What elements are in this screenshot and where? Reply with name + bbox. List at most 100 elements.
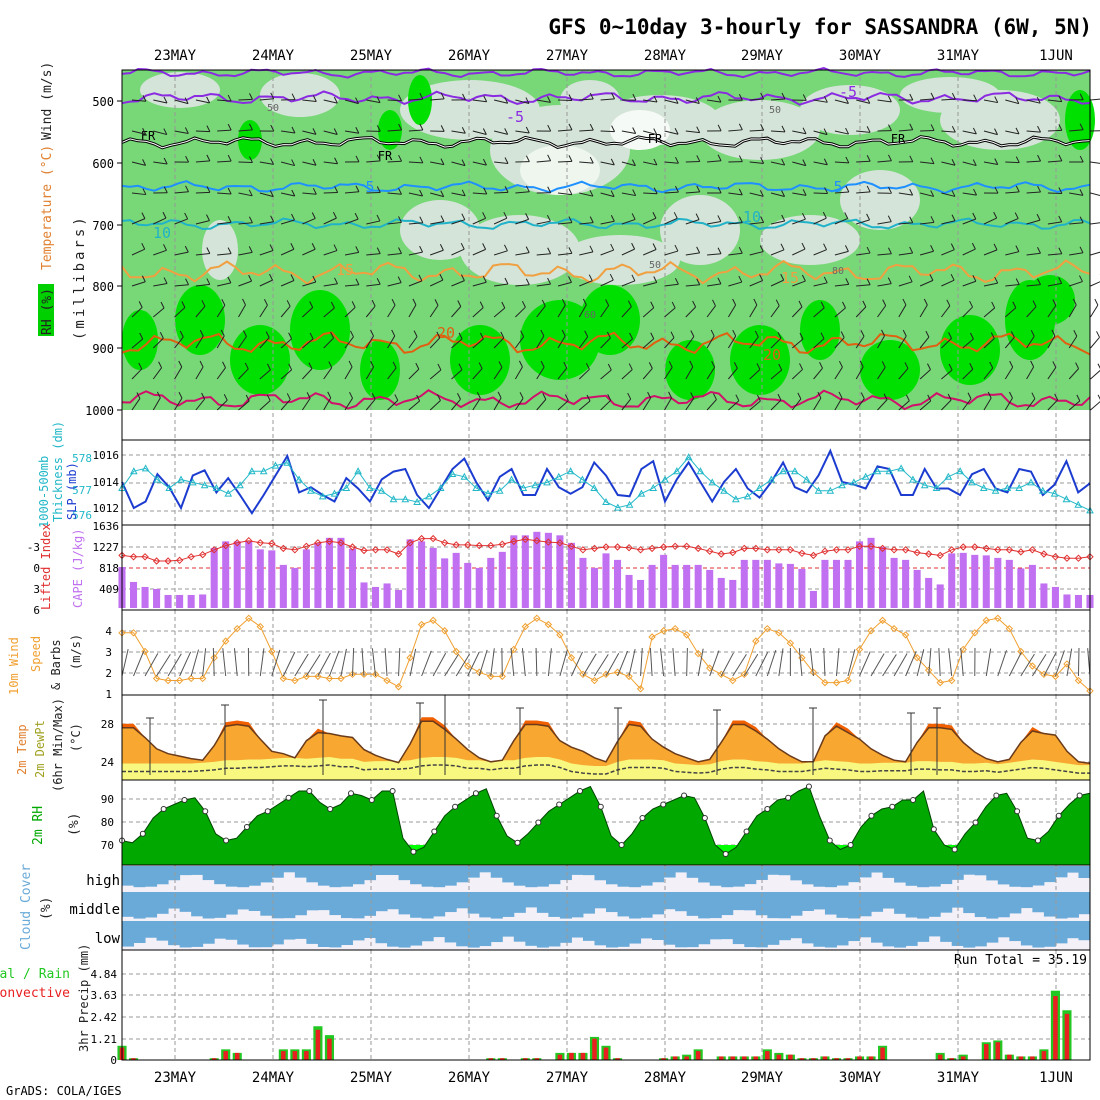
wind-barb-flag [227, 94, 232, 102]
wind-barb [131, 248, 145, 256]
wind-barb [983, 307, 995, 318]
contour-15 [121, 259, 1091, 286]
wind-barb-flag [419, 123, 424, 131]
slp-tick: 1016 [93, 449, 120, 462]
cloud-bar [848, 866, 861, 883]
wind-barb [174, 366, 183, 380]
cloud-bar [640, 866, 653, 886]
wind-barb [621, 218, 636, 225]
cloud-bar [317, 921, 330, 948]
cloud-bar [433, 866, 446, 888]
li-point [256, 539, 264, 547]
wind-barb-flag [627, 300, 632, 307]
wind-barb [259, 304, 268, 318]
wind-barb-flag [184, 245, 189, 253]
wind-barb-flag [589, 123, 594, 131]
cloud-bar [225, 921, 238, 940]
cape-bar [337, 537, 345, 608]
wind-barb-flag [290, 243, 295, 250]
li-point [314, 539, 322, 547]
wind-barb [855, 366, 864, 380]
wind10-point [890, 624, 898, 633]
wind-barb [1026, 306, 1037, 318]
wind-barb [664, 130, 679, 135]
wind10-barb [732, 654, 747, 677]
wind-barb [302, 192, 317, 195]
cloud-bar [617, 866, 630, 887]
cloud-bar [133, 866, 146, 888]
wind-barb-flag [162, 211, 167, 219]
wind-barb-flag [883, 393, 888, 400]
wind-barb-flag [306, 392, 311, 399]
wind-barb-flag [930, 190, 935, 197]
wind-barb-flag [227, 187, 232, 195]
wind-barb [451, 280, 465, 287]
wind-barb-flag [859, 360, 864, 368]
wind-barb [834, 217, 848, 225]
wind-barb [515, 218, 529, 225]
wind-barb-flag [561, 298, 566, 306]
li-point [556, 539, 564, 547]
cloud-bar [214, 866, 227, 885]
wind-barb [856, 219, 870, 225]
wind-barb [664, 191, 679, 194]
wind-barb-flag [923, 298, 928, 306]
cape-bar [487, 557, 495, 608]
wind10-barb [605, 653, 620, 677]
wind-barb-flag [227, 123, 232, 131]
wind-barb [834, 250, 849, 256]
rh2m-point [243, 824, 250, 830]
wind-barb [941, 337, 952, 349]
wind-barb-flag [500, 331, 505, 339]
rh2m-point [368, 797, 375, 803]
cloud-bar [525, 921, 538, 946]
wind-barb-flag [1037, 278, 1041, 285]
wind10-barb [778, 648, 784, 677]
wind-barb-flag [291, 126, 296, 134]
wind-barb-flag [138, 362, 143, 370]
cloud-bar [813, 892, 826, 910]
cloud-bar [352, 866, 365, 885]
cloud-bar [963, 892, 976, 914]
wind10-point [533, 614, 541, 623]
cloud-ylabel-2: (%) [39, 897, 54, 920]
cape-bar [625, 574, 633, 608]
wind-barb [1005, 191, 1020, 194]
contour-freezing-inner [121, 136, 1091, 149]
wind-barb-flag [947, 393, 952, 401]
wind-barb-flag [312, 128, 317, 135]
wind-barb-flag [136, 392, 141, 399]
wind-barb [1026, 284, 1041, 287]
wind-barb-flag [845, 185, 850, 193]
wind-barb [664, 161, 679, 164]
wind-barb [919, 400, 932, 411]
wind-barb-flag [589, 156, 594, 164]
cape-bar [971, 554, 979, 608]
cloud-bar [248, 892, 261, 911]
wind10-barb [1077, 647, 1080, 677]
wind-barb-flag [674, 128, 679, 135]
cloud-bar [571, 921, 584, 938]
wind-barb [216, 367, 226, 380]
cloud-bar [191, 892, 204, 917]
wind-barb-flag [909, 216, 914, 223]
rh-dry-patch [140, 72, 220, 108]
wind-barb-flag [904, 362, 909, 369]
cape-bar [982, 555, 990, 608]
bottom-date-label: 28MAY [644, 1070, 687, 1086]
precip-conv-bar [569, 1052, 574, 1060]
thickness-point [342, 483, 351, 491]
wind-barb-flag [547, 277, 552, 285]
wind10-barb [305, 654, 321, 677]
wind-barb-flag [263, 299, 268, 306]
wind-barb-flag [199, 360, 204, 368]
thickness-point [602, 497, 610, 505]
wind-barb [216, 304, 226, 318]
wind10-point [1005, 624, 1014, 633]
wind-barb-flag [946, 299, 951, 307]
cloud-bar [548, 866, 561, 885]
wind-barb [131, 398, 141, 411]
wind-barb [494, 191, 509, 194]
